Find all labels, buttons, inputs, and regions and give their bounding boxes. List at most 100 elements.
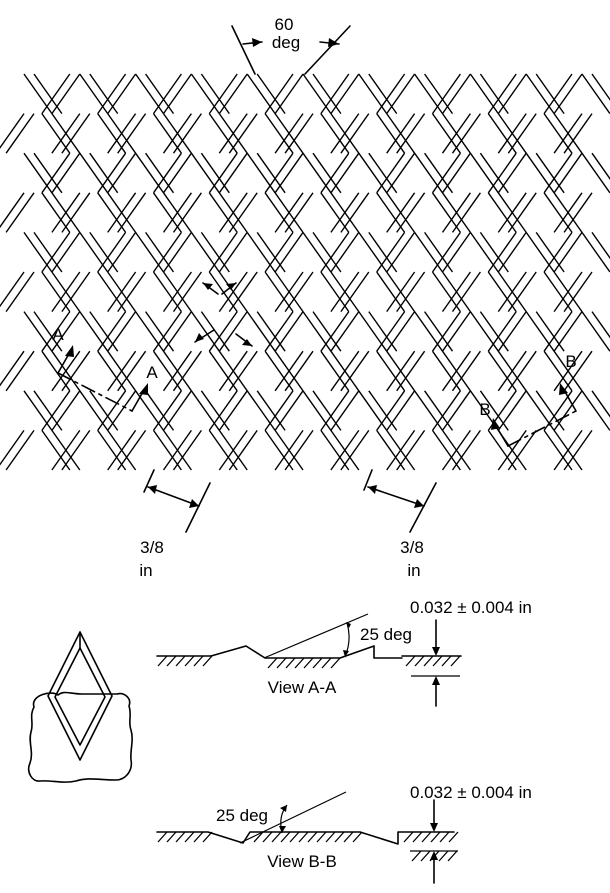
mesh-strand <box>107 271 137 313</box>
mesh-strand <box>543 271 573 313</box>
mesh-strand <box>563 113 593 154</box>
hatch-line <box>441 655 452 667</box>
mesh-strand <box>162 429 192 471</box>
mesh-strand <box>97 390 127 431</box>
mesh-strand <box>172 350 202 392</box>
mesh-strand <box>487 73 517 115</box>
hatch-line <box>202 655 213 667</box>
hatch-line <box>303 657 314 669</box>
mesh-strand <box>0 429 25 466</box>
mesh-strand <box>218 113 248 154</box>
mesh-strand <box>162 271 192 313</box>
mesh-strand <box>208 429 238 471</box>
hatch-line <box>193 655 204 667</box>
hatch-line <box>262 831 273 843</box>
hatch-line <box>325 831 336 843</box>
view-a-thickness: 0.032 ± 0.004 in <box>410 598 532 617</box>
mesh-strand <box>441 350 471 392</box>
mesh-strand <box>218 231 248 273</box>
mesh-strand <box>41 152 71 194</box>
hatch-line <box>298 831 309 843</box>
mesh-strand <box>320 311 350 352</box>
mesh-strand <box>376 192 406 233</box>
mesh-strand <box>152 152 182 194</box>
hatch-line <box>202 831 213 843</box>
mesh-strand <box>543 311 573 352</box>
hatch-line <box>166 831 177 843</box>
mesh-strand <box>117 113 147 154</box>
mesh-strand <box>386 390 416 431</box>
hatch-line <box>429 850 440 862</box>
mesh-strand <box>107 192 137 233</box>
view-b-caption: View B-B <box>267 852 337 871</box>
mesh-strand <box>497 192 527 233</box>
mesh-strand <box>264 113 294 154</box>
mesh-strand <box>274 152 304 194</box>
mesh-strand <box>172 429 202 471</box>
hatch-line <box>420 850 431 862</box>
mesh-strand <box>5 192 35 233</box>
mesh-strand <box>330 152 360 194</box>
angle-unit: deg <box>272 33 300 52</box>
mesh-strand <box>320 390 350 431</box>
view-a-a-profile: 25 deg 0.032 ± 0.004 in View A-A <box>156 598 532 707</box>
mesh-strand <box>264 390 294 431</box>
mesh-strand <box>264 231 294 273</box>
mesh-strand <box>274 271 304 313</box>
mesh-strand <box>218 390 248 431</box>
mesh-strand <box>208 350 238 392</box>
mesh-strand <box>152 73 182 115</box>
mesh-strand <box>97 152 127 194</box>
mesh-strand <box>553 113 583 154</box>
mesh-strand <box>0 192 25 229</box>
mesh-strand <box>41 271 71 313</box>
mesh-strand <box>107 231 137 273</box>
mesh-strand <box>441 429 471 471</box>
mesh-strand <box>51 192 81 233</box>
mesh-strand <box>0 350 25 387</box>
mesh-strand <box>274 350 304 392</box>
mesh-strand <box>376 350 406 392</box>
mesh-strand <box>152 113 182 154</box>
mesh-strand <box>563 429 593 471</box>
mesh-strand <box>581 73 610 115</box>
view-b-thickness: 0.032 ± 0.004 in <box>410 783 532 802</box>
hatch-line <box>450 655 461 667</box>
mesh-strand <box>441 311 471 352</box>
mesh-strand <box>330 231 360 273</box>
mesh-strand <box>497 311 527 352</box>
hatch-line <box>312 657 323 669</box>
mesh-strand <box>376 73 406 115</box>
mesh-strand <box>451 113 481 154</box>
mesh-strand <box>51 311 81 352</box>
mesh-strand <box>563 350 593 392</box>
mesh-strand <box>152 390 182 431</box>
mesh-strand <box>330 192 360 233</box>
mesh-strand <box>543 231 573 273</box>
mesh-strand <box>431 311 461 352</box>
pitch-right-unit: in <box>407 561 420 580</box>
mesh-strand <box>41 113 71 154</box>
mesh-strand <box>441 73 471 115</box>
mesh-strand <box>431 152 461 194</box>
mesh-strand <box>284 192 314 233</box>
mesh-strand <box>497 390 527 431</box>
mesh-strand <box>61 350 91 392</box>
mesh-strand <box>41 311 71 352</box>
mesh-strand <box>451 192 481 233</box>
mesh-strand <box>441 113 471 154</box>
hatch-line <box>253 831 264 843</box>
mesh-strand <box>497 350 527 392</box>
mesh-strand <box>97 271 127 313</box>
pitch-left-unit: in <box>139 561 152 580</box>
mesh-strand <box>117 192 147 233</box>
mesh-strand <box>208 311 238 352</box>
mesh-strand <box>208 271 238 313</box>
mesh-strand <box>51 271 81 313</box>
mesh-strand <box>5 271 35 313</box>
mesh-strand <box>228 429 258 471</box>
hatch-line <box>193 831 204 843</box>
mesh-strand <box>487 231 517 273</box>
mesh-strand <box>431 192 461 233</box>
mesh-strand <box>386 192 416 233</box>
